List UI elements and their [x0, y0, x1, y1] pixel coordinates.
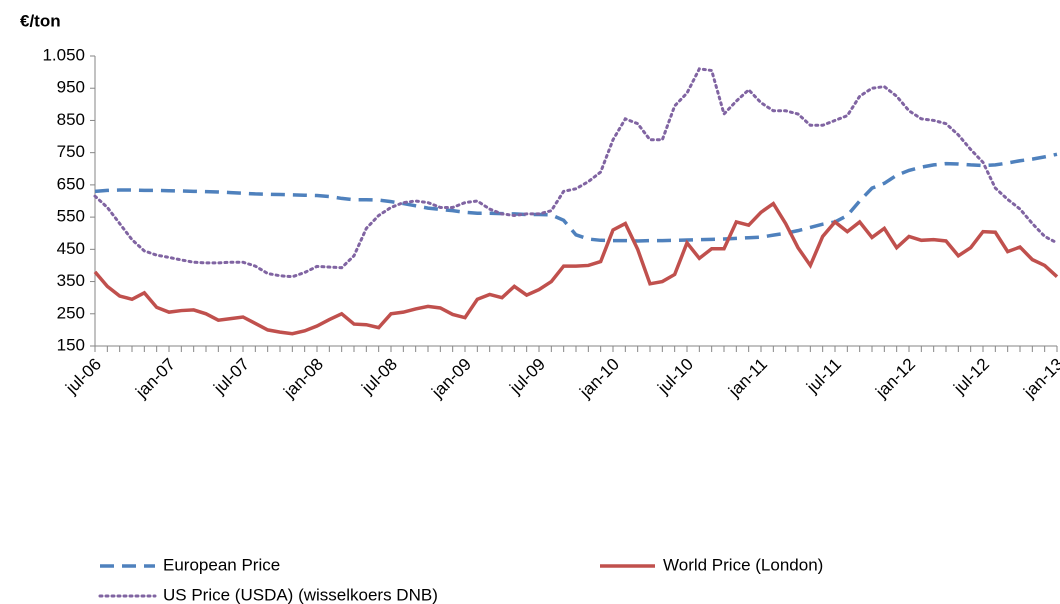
x-tick-label: jul-10 [653, 355, 697, 399]
y-tick-label: 250 [57, 303, 85, 322]
x-tick-label: jul-11 [802, 355, 845, 398]
y-tick-label: 450 [57, 239, 85, 258]
y-tick-label: 1.050 [42, 45, 85, 64]
x-tick-label: jul-06 [61, 355, 105, 399]
line [93, 201, 1059, 336]
y-tick-label: 350 [57, 271, 85, 290]
x-tick-label: jul-07 [209, 355, 253, 399]
x-tick-label: jan-12 [871, 355, 919, 403]
y-axis-label: €/ton [20, 11, 61, 30]
y-tick-label: 150 [57, 335, 85, 354]
legend-label: European Price [163, 555, 280, 574]
x-tick-label: jul-09 [505, 355, 549, 399]
x-tick-label: jan-13 [1019, 355, 1060, 403]
line [94, 152, 1058, 243]
y-tick-label: 850 [57, 110, 85, 129]
line [93, 67, 1059, 279]
x-tick-label: jul-08 [357, 355, 401, 399]
legend-label: US Price (USDA) (wisselkoers DNB) [163, 585, 438, 604]
x-tick-label: jan-09 [427, 355, 475, 403]
legend-label: World Price (London) [663, 555, 823, 574]
x-tick-label: jan-07 [131, 355, 179, 403]
x-tick-label: jan-11 [724, 355, 771, 402]
y-tick-label: 950 [57, 78, 85, 97]
y-tick-label: 550 [57, 207, 85, 226]
y-tick-label: 750 [57, 142, 85, 161]
x-tick-label: jul-12 [949, 355, 993, 399]
y-tick-label: 650 [57, 174, 85, 193]
x-tick-label: jan-10 [575, 355, 623, 403]
x-tick-label: jan-08 [279, 355, 327, 403]
